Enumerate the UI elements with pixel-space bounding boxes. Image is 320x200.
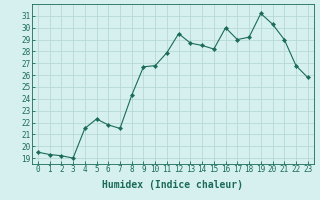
- X-axis label: Humidex (Indice chaleur): Humidex (Indice chaleur): [102, 180, 243, 190]
